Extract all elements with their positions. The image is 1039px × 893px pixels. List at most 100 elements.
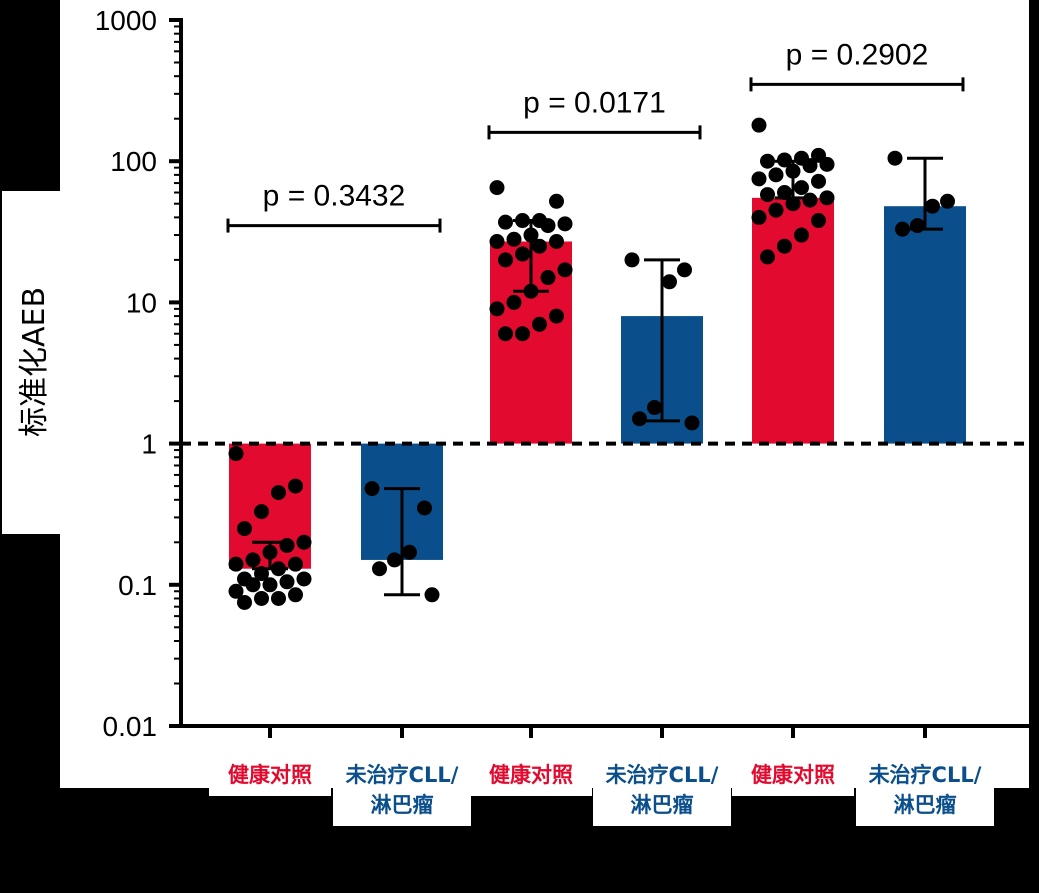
data-point [819,156,835,172]
data-point [532,316,547,332]
data-point [777,185,792,201]
data-point [279,574,295,590]
data-point [768,167,784,183]
data-point [506,294,522,310]
data-point [532,238,547,254]
data-point [254,590,269,606]
data-point [296,571,312,587]
data-point [785,196,801,212]
data-point [262,544,278,560]
data-point [489,180,505,196]
data-point [515,326,530,342]
data-point [910,218,925,234]
x-tick-label-line: 健康对照 [751,763,835,787]
data-point [515,246,530,262]
data-point [751,171,767,187]
data-point [751,117,767,133]
x-tick-label-3: 未治疗CLL/淋巴瘤 [593,760,731,826]
data-point [254,566,269,582]
y-tick-label: 100 [110,146,157,177]
data-point [271,561,286,577]
data-point [364,481,380,497]
data-point [237,521,252,537]
data-point [624,252,640,268]
data-point [794,180,809,196]
x-tick-label-line: 未治疗CLL/ [345,763,459,787]
data-point [760,249,775,265]
x-tick-label-line: 淋巴瘤 [893,793,957,817]
data-point [424,587,440,603]
data-point [777,152,792,168]
x-tick-label-4: 健康对照 [732,760,854,796]
x-tick-label-line: 健康对照 [489,763,573,787]
data-point [751,209,767,225]
data-point [684,415,700,431]
x-tick-label-line: 健康对照 [228,763,312,787]
x-tick-label-line: 淋巴瘤 [630,793,694,817]
data-point [271,590,286,606]
data-point [760,187,775,203]
data-point [632,411,647,427]
data-point [245,552,261,568]
data-point [940,193,955,209]
data-point [417,500,432,516]
data-point [296,534,312,550]
data-point [279,537,295,553]
x-tick-label-5: 未治疗CLL/淋巴瘤 [856,760,994,826]
data-point [288,556,303,572]
data-point [271,485,286,501]
data-point [498,214,513,230]
data-point [402,544,417,560]
p-value-label: p = 0.3432 [263,180,406,213]
data-point [662,274,677,290]
y-tick-label: 1 [141,429,157,460]
data-point [549,308,564,324]
data-point [237,594,252,610]
x-tick-label-line: 淋巴瘤 [370,793,434,817]
x-tick-label-1: 未治疗CLL/淋巴瘤 [333,760,471,826]
data-point [768,202,784,218]
data-point [245,577,261,593]
data-point [228,556,244,572]
data-point [557,262,573,278]
data-point [819,190,835,206]
data-point [489,301,505,317]
data-point [523,283,539,299]
y-tick-label: 0.1 [118,570,157,601]
data-point [288,587,303,603]
data-point [777,238,792,254]
data-point [925,198,940,214]
data-point [557,216,573,232]
x-tick-label-2: 健康对照 [470,760,592,796]
data-point [760,153,775,169]
p-value-label: p = 0.2902 [786,38,929,71]
y-axis-label-panel [2,191,60,534]
data-point [506,231,522,247]
data-point [549,193,564,209]
data-point [498,326,513,342]
data-point [254,504,269,520]
data-point [887,150,903,166]
p-value-label: p = 0.0171 [523,86,666,119]
y-tick-label: 1000 [95,5,157,36]
y-tick-label: 10 [126,287,157,318]
data-point [811,213,826,229]
data-point [802,158,818,174]
data-point [228,446,244,462]
data-point [515,213,530,229]
x-tick-label-0: 健康对照 [209,760,331,796]
y-tick-label: 0.01 [103,711,158,742]
bar-cll-5 [884,206,966,444]
data-point [785,163,801,179]
data-point [794,227,809,243]
data-point [540,270,556,286]
data-point [387,552,402,568]
data-point [228,583,244,599]
data-point [288,478,303,494]
data-point [540,218,556,234]
data-point [262,577,278,593]
data-point [811,173,826,189]
data-point [372,561,387,577]
bar-healthy-4 [752,197,834,444]
